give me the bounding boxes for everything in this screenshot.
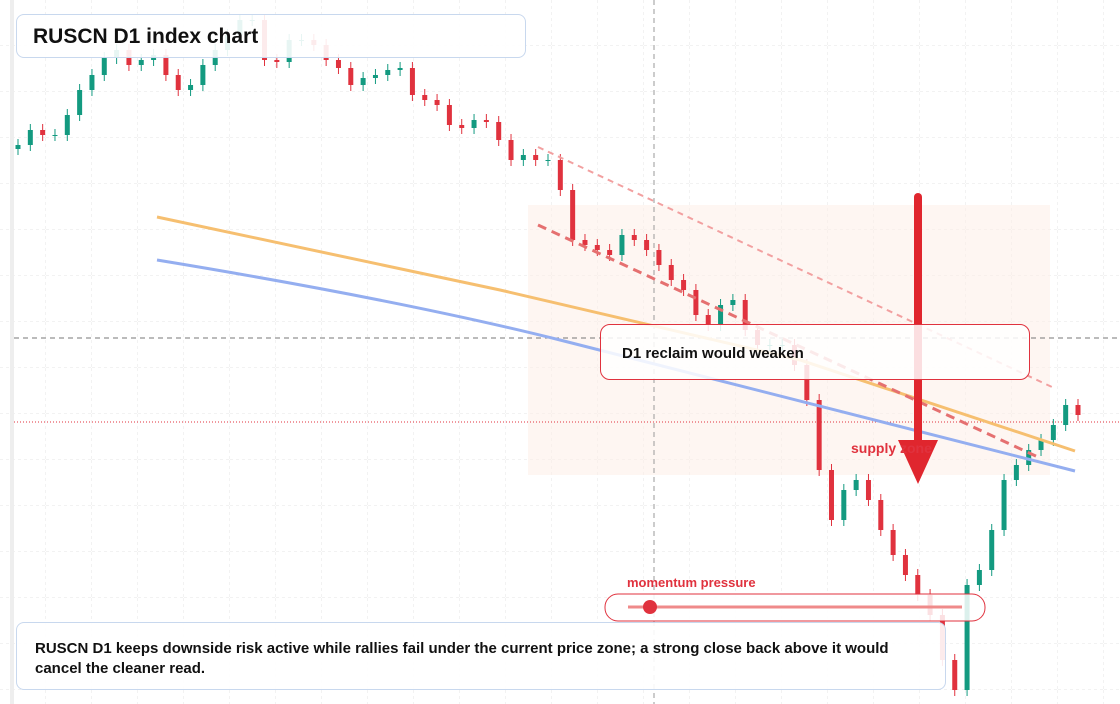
candle-body — [1075, 405, 1081, 415]
candle-body — [952, 660, 958, 690]
candle-body — [557, 160, 563, 190]
candle-body — [471, 120, 477, 128]
candle-body — [335, 60, 341, 68]
candle-body — [545, 160, 551, 161]
candle-body — [964, 585, 970, 690]
candle-body — [1038, 440, 1044, 450]
candle-body — [188, 85, 194, 90]
candle-body — [828, 470, 834, 520]
candle-body — [348, 68, 354, 85]
candle-body — [385, 70, 391, 75]
candle-body — [915, 575, 921, 595]
candle-body — [902, 555, 908, 575]
candle-body — [200, 65, 206, 85]
annotation: supply zone — [851, 440, 932, 456]
candle-body — [668, 265, 674, 280]
candle-body — [89, 75, 95, 90]
candle-body — [816, 400, 822, 470]
candle-body — [705, 315, 711, 325]
annotation: momentum pressure — [627, 575, 756, 590]
candle-body — [878, 500, 884, 530]
caption: RUSCN D1 keeps downside risk active whil… — [16, 622, 946, 690]
candle-body — [163, 55, 169, 75]
candle-body — [446, 105, 452, 125]
candle-body — [40, 130, 46, 135]
candle-body — [372, 75, 378, 78]
candle-body — [804, 365, 810, 400]
candle-body — [274, 60, 280, 62]
candle-body — [570, 190, 576, 240]
arrow-head — [898, 440, 938, 484]
candle-body — [742, 300, 748, 330]
candle-body — [64, 115, 70, 135]
candle-body — [681, 280, 687, 290]
candle-body — [397, 68, 403, 70]
candle-body — [1050, 425, 1056, 440]
candle-body — [853, 480, 859, 490]
candle-body — [27, 130, 33, 145]
candle-body — [459, 125, 465, 128]
candle-body — [656, 250, 662, 265]
candle-body — [52, 135, 58, 136]
candle-body — [890, 530, 896, 555]
candle-body — [520, 155, 526, 160]
candle-body — [989, 530, 995, 570]
candle-body — [1013, 465, 1019, 480]
candle-body — [1001, 480, 1007, 530]
annotation: D1 reclaim would weaken — [600, 324, 1030, 380]
candle-body — [175, 75, 181, 90]
candle-body — [865, 480, 871, 500]
candle-body — [718, 305, 724, 325]
ma-fast — [156, 258, 1076, 473]
candle-body — [101, 58, 107, 75]
candle-body — [607, 250, 613, 255]
candle-body — [582, 240, 588, 245]
candle-body — [508, 140, 514, 160]
candle-body — [594, 245, 600, 250]
candle-body — [77, 90, 83, 115]
candle-body — [496, 122, 502, 140]
candle-body — [434, 100, 440, 105]
candle-body — [631, 235, 637, 240]
candle-body — [730, 300, 736, 305]
candle-body — [693, 290, 699, 315]
chart-title: RUSCN D1 index chart — [16, 14, 526, 58]
candle-body — [409, 68, 415, 95]
candle-body — [422, 95, 428, 100]
candle-body — [841, 490, 847, 520]
momentum-knob — [643, 600, 657, 614]
candle-body — [976, 570, 982, 585]
candle-body — [360, 78, 366, 85]
candles — [15, 14, 1081, 696]
candle-body — [644, 240, 650, 250]
candle-body — [1063, 405, 1069, 425]
candle-body — [533, 155, 539, 160]
candle-body — [138, 60, 144, 65]
left-edge — [10, 0, 14, 704]
candle-body — [1026, 450, 1032, 465]
candle-body — [483, 120, 489, 122]
candle-body — [619, 235, 625, 255]
candle-body — [15, 145, 21, 149]
